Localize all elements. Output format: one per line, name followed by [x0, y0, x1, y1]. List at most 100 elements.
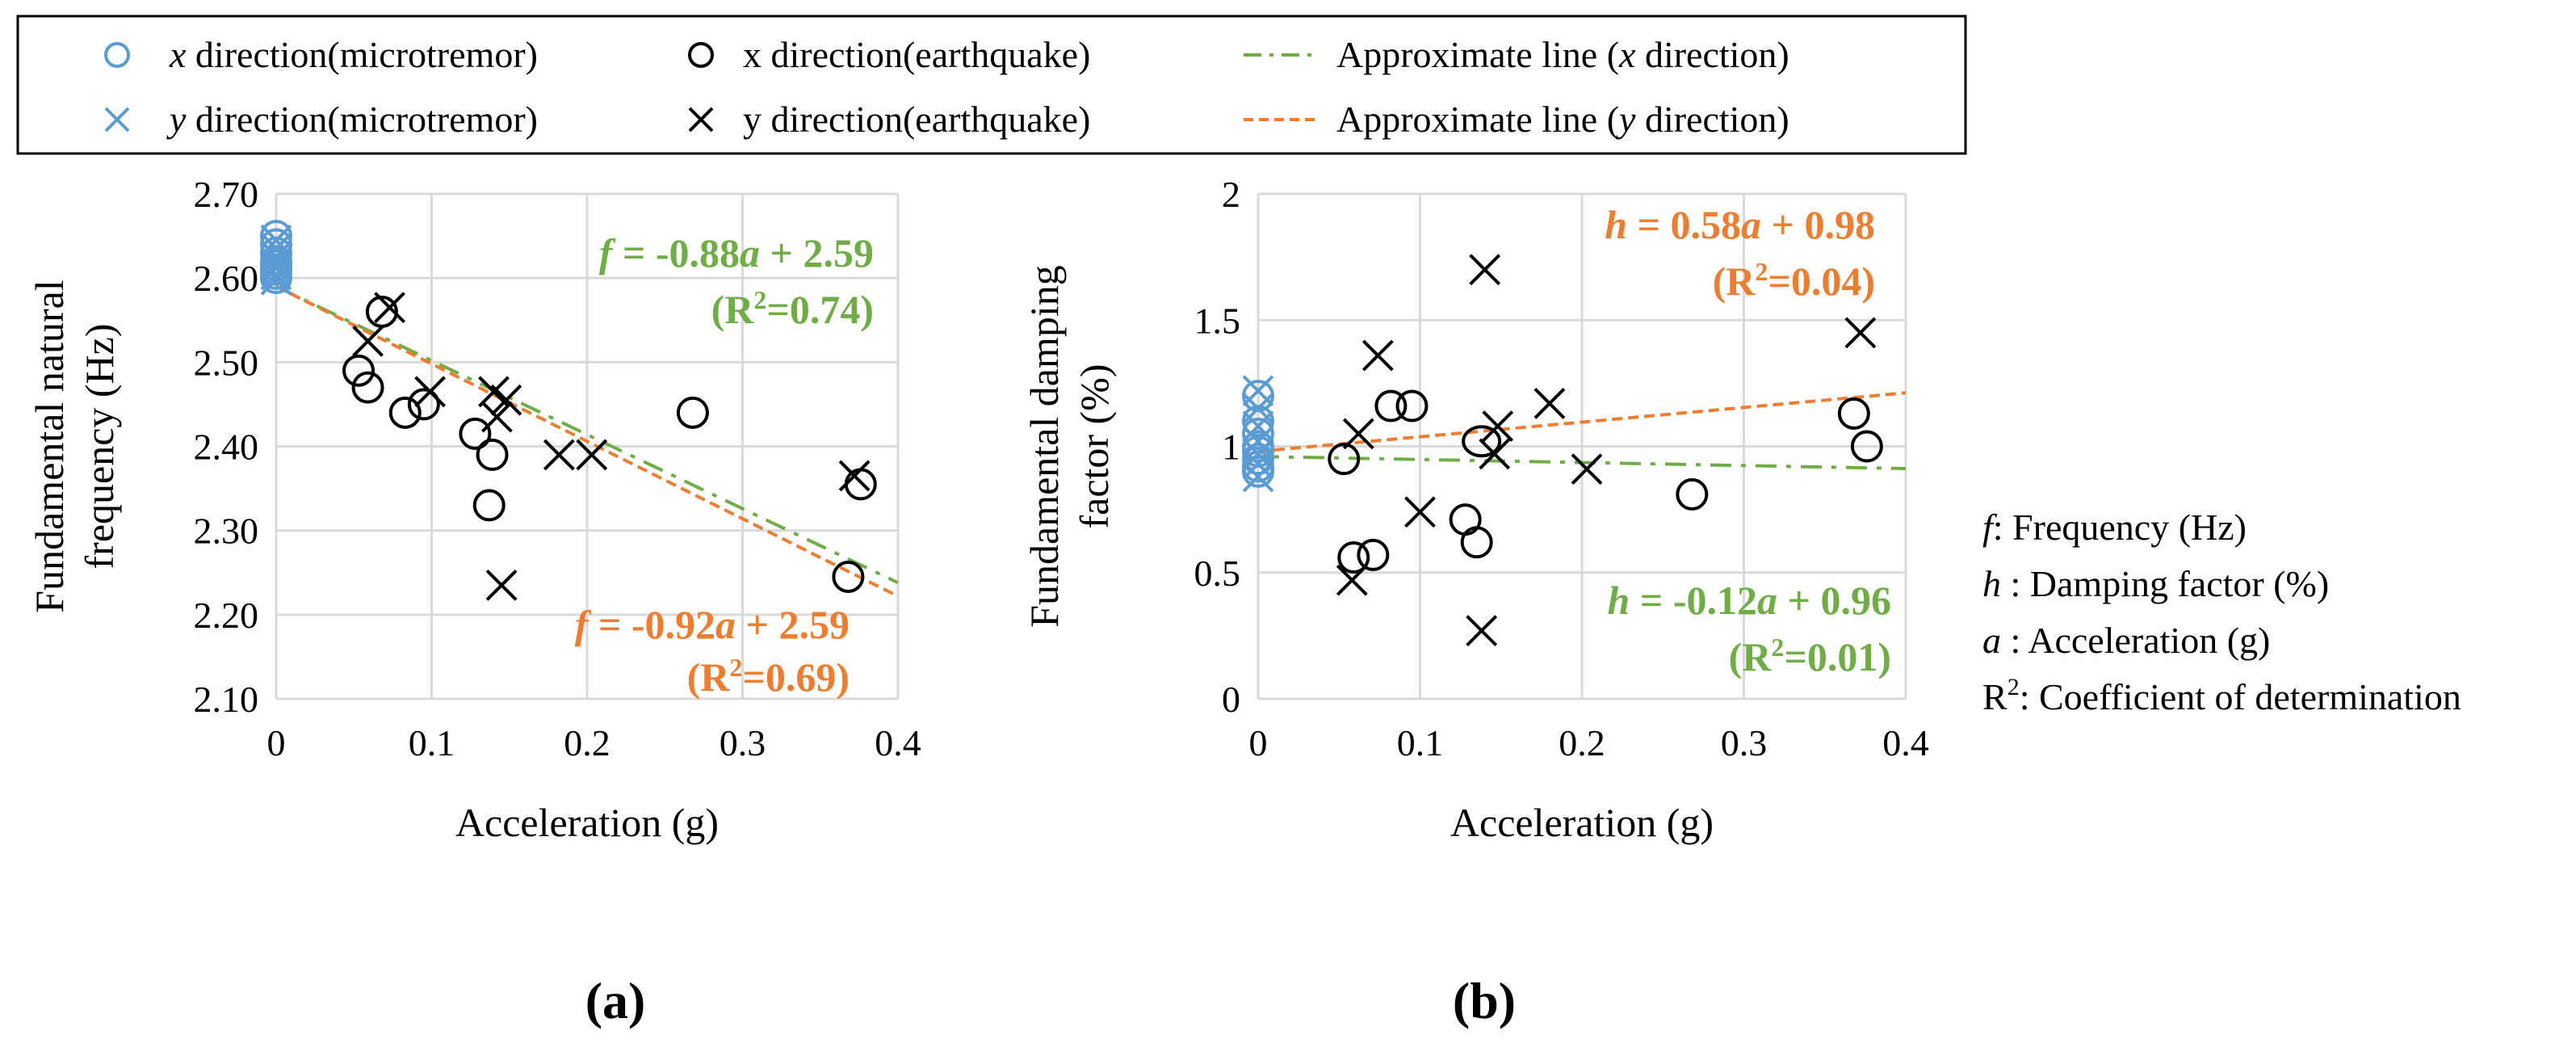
legend-label-italic: x — [169, 34, 187, 75]
y-axis-title-line: Fundamental natural — [27, 280, 72, 612]
data-point-circle — [472, 489, 506, 522]
data-point-cross — [1242, 448, 1274, 480]
x-tick-label: 0.4 — [875, 722, 921, 763]
series-y-direction-earthquake- — [352, 292, 871, 601]
data-point-cross — [414, 376, 446, 408]
data-point-circle — [476, 438, 509, 471]
legend-label-suffix: direction) — [1635, 34, 1789, 75]
equation-slope: = 0.58 — [1627, 202, 1741, 247]
equation-symbol: h — [1608, 578, 1630, 623]
data-point-cross — [1242, 425, 1274, 457]
data-point-circle — [1676, 477, 1709, 511]
data-point-cross-stroke — [1242, 448, 1274, 480]
series-y-direction-microtremor- — [260, 224, 292, 296]
data-point-cross — [838, 460, 871, 492]
data-point-cross-stroke — [260, 247, 292, 279]
y-axis-title-line: Fundamental damping — [1022, 265, 1067, 628]
legend-label-suffix: x direction(earthquake) — [743, 34, 1090, 75]
data-point-cross — [1571, 453, 1603, 486]
data-point-cross — [1361, 339, 1394, 372]
r-squared-equals: = — [766, 287, 790, 332]
legend-label: Approximate line (x direction) — [1336, 34, 1789, 75]
data-point-cross-stroke — [1242, 410, 1274, 442]
equation-slope: = -0.92 — [588, 602, 715, 647]
equation-variable: a — [715, 602, 736, 647]
data-point-cross — [260, 263, 292, 296]
legend-label-suffix: y direction(earthquake) — [743, 99, 1090, 140]
data-point-cross — [1242, 410, 1274, 442]
data-point-circle — [832, 560, 865, 593]
y-tick-label: 1 — [1222, 427, 1240, 468]
data-point-cross — [490, 384, 522, 416]
legend-label-suffix: direction) — [1635, 99, 1789, 140]
r-squared-close: ) — [1877, 634, 1891, 679]
note-text: : Coefficient of determination — [2020, 676, 2461, 717]
data-point-circle — [1242, 455, 1274, 488]
legend-item-x-micro: x direction(microtremor) — [104, 34, 538, 75]
r-squared-label: (R2=0.01) — [1729, 633, 1891, 679]
data-point-cross — [374, 292, 405, 324]
note-symbol: R — [1982, 676, 2008, 717]
data-point-circle — [1242, 443, 1274, 476]
data-point-cross-stroke — [478, 376, 510, 408]
data-point-cross — [352, 325, 384, 357]
data-point-cross — [260, 259, 292, 291]
r-squared-prefix: (R — [1713, 259, 1756, 304]
data-point-circle — [1328, 443, 1361, 476]
r-squared-label: (R2=0.74) — [711, 285, 874, 332]
regression-equation: h = 0.58a + 0.98 — [1605, 202, 1875, 247]
data-point-circle — [1837, 397, 1870, 430]
legend: x direction(microtremor) x direction(eart… — [16, 15, 1967, 155]
x-axis-title: Acceleration (g) — [1450, 800, 1714, 845]
data-point-cross-stroke — [1469, 254, 1501, 286]
equation-intercept: + 0.96 — [1777, 578, 1891, 623]
legend-item-x-fit: Approximate line (x direction) — [1244, 34, 1789, 75]
data-point-cross-stroke — [352, 325, 384, 357]
data-point-cross-stroke — [1336, 564, 1368, 596]
data-point-circle — [351, 371, 384, 404]
data-point-cross-stroke — [490, 384, 522, 416]
data-point-cross — [1242, 438, 1274, 470]
data-point-cross-stroke — [1533, 387, 1566, 419]
legend-label-suffix: direction(microtremor) — [186, 99, 538, 140]
legend-label: Approximate line (y direction) — [1336, 99, 1789, 140]
equation-symbol: h — [1605, 202, 1627, 247]
data-point-cross — [1533, 387, 1566, 419]
note-symbol: h — [1982, 563, 2001, 604]
x-tick-label: 0.3 — [1721, 722, 1768, 763]
series-y-direction-microtremor- — [1242, 375, 1274, 493]
regression-equation: h = -0.12a + 0.96 — [1608, 578, 1891, 623]
x-tick-label: 0 — [1249, 722, 1268, 763]
data-point-circle — [1374, 389, 1408, 423]
data-point-circle — [1337, 541, 1370, 574]
data-point-cross-stroke — [260, 224, 292, 256]
fit-line — [275, 284, 899, 585]
data-point-cross — [1469, 254, 1501, 286]
x-tick-label: 0.4 — [1882, 722, 1929, 763]
legend-label-italic: y — [1616, 99, 1636, 140]
r-squared-superscript: 2 — [1771, 633, 1784, 662]
data-point-cross-stroke — [1404, 496, 1436, 528]
r-squared-prefix: (R — [687, 654, 731, 700]
y-tick-label: 1.5 — [1194, 300, 1241, 341]
equation-intercept: + 2.59 — [736, 602, 850, 647]
chart-panel-a: 2.102.202.302.402.502.602.700 0.1 0.2 0.3 0.… — [27, 174, 921, 1029]
cross-marker-icon-stroke-2 — [688, 107, 714, 132]
data-point-cross-stroke — [1466, 615, 1498, 647]
y-tick-label: 2 — [1222, 174, 1240, 215]
data-point-cross — [1342, 418, 1374, 450]
data-point-circle — [459, 417, 492, 450]
legend-label-prefix: Approximate line ( — [1336, 99, 1619, 140]
r-squared-superscript: 2 — [1755, 257, 1768, 286]
x-tick-label: 0.1 — [1397, 722, 1444, 763]
data-point-cross-stroke — [260, 259, 292, 291]
data-point-cross — [260, 224, 292, 256]
panel-caption: (b) — [1453, 972, 1516, 1029]
legend-label: x direction(microtremor) — [169, 34, 538, 75]
note-text: : Acceleration (g) — [2001, 620, 2270, 661]
legend-label-suffix: direction(microtremor) — [186, 34, 538, 75]
x-axis-title: Acceleration (g) — [455, 800, 719, 845]
note-line: f: Frequency (Hz) — [1982, 507, 2247, 548]
data-point-circle — [388, 396, 422, 429]
